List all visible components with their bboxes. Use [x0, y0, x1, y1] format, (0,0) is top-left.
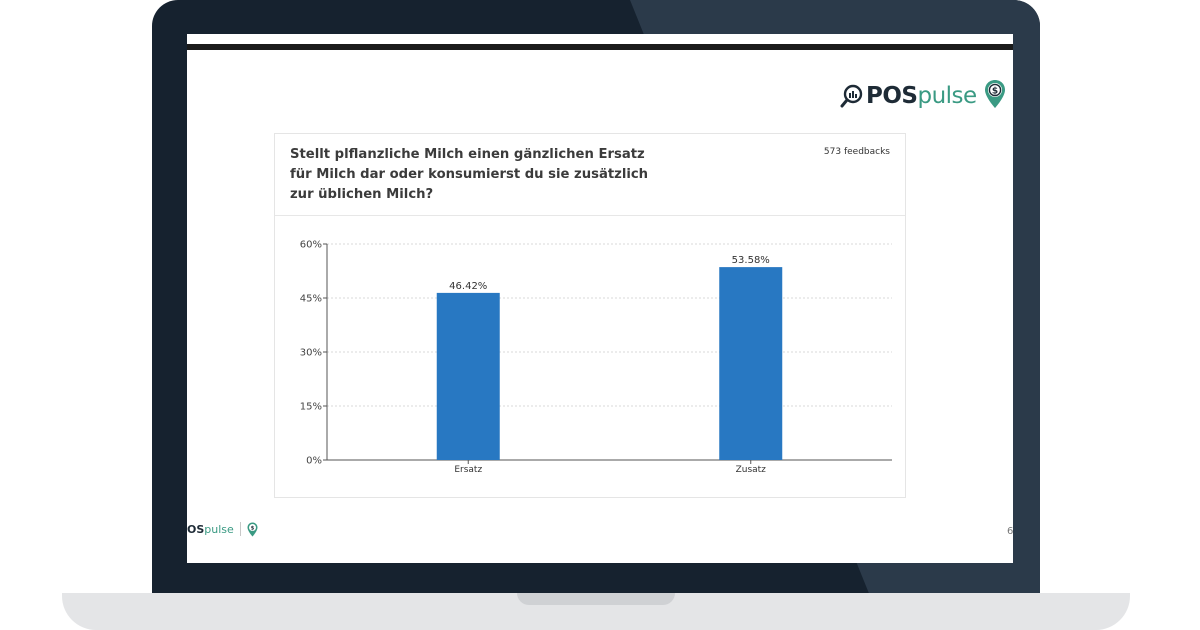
screen-top-bar [187, 44, 1013, 50]
pospulse-logo: POS pulse [840, 81, 977, 111]
bar-chart: 0% 15% 30% 45% 60% 46.42% Ersatz 53.58% Zusatz [300, 240, 892, 475]
footer-pin-icon: $ [247, 522, 258, 536]
data-label: 53.58% [732, 255, 770, 266]
footer-logo-pos: OS [187, 522, 205, 536]
magnifier-chart-icon [840, 84, 863, 108]
logo-text-pulse: pulse [917, 83, 977, 109]
x-tick-label: Ersatz [454, 465, 482, 475]
laptop-screen: POS pulse $ Stellt plflanzliche Milch ei… [187, 34, 1013, 563]
svg-text:$: $ [251, 525, 255, 531]
svg-text:$: $ [992, 87, 998, 97]
y-tick-label: 45% [300, 294, 322, 305]
feedback-count: 573 feedbacks [823, 147, 890, 157]
y-tick-label: 60% [300, 240, 322, 251]
y-tick-label: 15% [300, 402, 322, 413]
logo-text-pos: POS [866, 83, 918, 109]
location-pin-icon: $ [985, 80, 1005, 108]
footer-divider [239, 522, 241, 536]
data-label: 46.42% [449, 281, 487, 292]
bar [719, 267, 783, 460]
x-tick-label: Zusatz [736, 465, 767, 475]
card-header: Stellt plflanzliche Milch einen gänzlich… [275, 134, 905, 216]
bar [436, 292, 500, 460]
footer-logo-pulse: pulse [204, 522, 234, 536]
question-title: Stellt plflanzliche Milch einen gänzlich… [290, 147, 649, 202]
footer-logo: OS pulse $ [187, 521, 258, 537]
y-tick-label: 30% [300, 348, 322, 359]
survey-result-card: Stellt plflanzliche Milch einen gänzlich… [274, 133, 906, 498]
y-tick-label: 0% [306, 456, 322, 467]
laptop-notch [517, 593, 675, 605]
page-number: 6 [1007, 526, 1013, 537]
